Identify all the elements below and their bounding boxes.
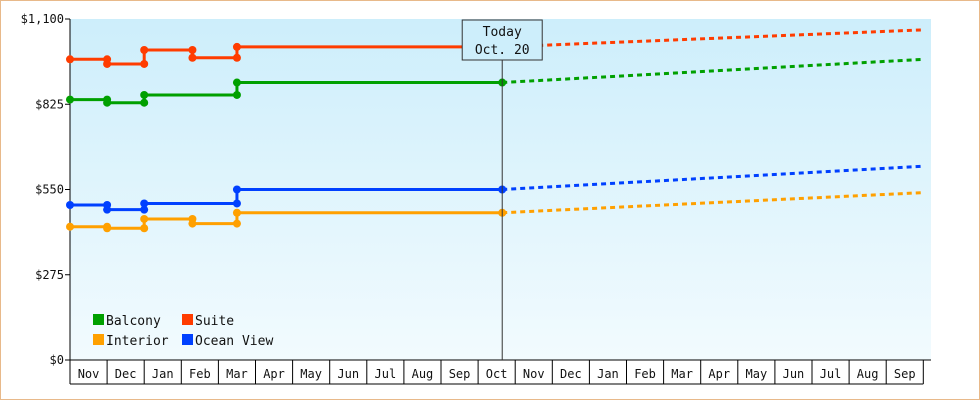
x-tick-label: Apr xyxy=(708,367,730,381)
x-tick-label: Nov xyxy=(78,367,100,381)
data-point-balcony xyxy=(103,98,112,107)
x-tick-label: Feb xyxy=(634,367,656,381)
x-tick-label: Nov xyxy=(523,367,545,381)
y-tick-label: $550 xyxy=(35,183,64,197)
data-point-suite xyxy=(232,42,241,51)
x-tick-label: May xyxy=(300,367,322,381)
x-tick-label: Jun xyxy=(783,367,805,381)
x-tick-label: Jan xyxy=(597,367,619,381)
forecast-line-balcony xyxy=(502,57,924,85)
legend-label: Ocean View xyxy=(195,334,273,349)
x-tick-label: Oct xyxy=(486,367,508,381)
x-tick-label: Dec xyxy=(115,367,137,381)
x-tick-label: Jul xyxy=(375,367,397,381)
x-tick-label: Dec xyxy=(560,367,582,381)
data-point-suite xyxy=(188,53,197,62)
x-tick-label: Feb xyxy=(189,367,211,381)
x-tick-label: Mar xyxy=(671,367,693,381)
data-point-balcony xyxy=(232,78,241,87)
legend-label: Suite xyxy=(195,314,234,329)
data-point-balcony xyxy=(140,90,149,99)
data-point-suite xyxy=(103,59,112,68)
data-point-ocean-view xyxy=(140,199,149,208)
legend-swatch xyxy=(93,314,104,325)
data-point-ocean-view xyxy=(66,201,74,209)
forecast-line-suite xyxy=(502,28,924,49)
legend-swatch xyxy=(182,314,193,325)
today-box xyxy=(461,19,543,61)
data-point-suite xyxy=(140,46,149,54)
legend-swatch xyxy=(93,334,104,345)
data-point-balcony xyxy=(66,95,74,104)
data-point-interior xyxy=(232,219,241,228)
forecast-line-ocean-view xyxy=(502,164,924,191)
data-point-interior xyxy=(66,222,74,231)
data-point-ocean-view xyxy=(232,199,241,208)
y-tick-label: $825 xyxy=(35,97,64,111)
x-tick-label: Aug xyxy=(857,367,879,381)
x-tick-label: Sep xyxy=(449,367,471,381)
data-point-interior xyxy=(188,219,197,228)
y-tick-label: $0 xyxy=(50,353,64,367)
legend-label: Interior xyxy=(106,334,169,349)
y-tick-label: $275 xyxy=(35,268,64,282)
forecast-line-interior xyxy=(502,191,924,215)
data-point-ocean-view xyxy=(140,205,149,214)
data-point-suite xyxy=(66,55,74,64)
x-tick-label: Jun xyxy=(337,367,359,381)
data-point-ocean-view xyxy=(232,185,241,194)
today-date: Oct. 20 xyxy=(475,43,530,58)
legend-swatch xyxy=(182,334,193,345)
x-tick-label: Sep xyxy=(894,367,916,381)
data-point-suite xyxy=(140,59,149,68)
data-point-suite xyxy=(188,46,197,54)
data-point-interior xyxy=(232,208,241,217)
x-tick-label: Jan xyxy=(152,367,174,381)
data-point-ocean-view xyxy=(103,205,112,214)
x-tick-label: Jul xyxy=(820,367,842,381)
legend-label: Balcony xyxy=(106,314,161,329)
data-point-interior xyxy=(140,224,149,233)
data-point-balcony xyxy=(140,98,149,107)
x-tick-label: Apr xyxy=(263,367,285,381)
data-point-interior xyxy=(140,214,149,223)
x-tick-label: Aug xyxy=(412,367,434,381)
x-tick-label: May xyxy=(746,367,768,381)
data-point-balcony xyxy=(232,90,241,99)
x-tick-label: Mar xyxy=(226,367,248,381)
y-tick-label: $1,100 xyxy=(21,12,64,26)
data-point-interior xyxy=(103,224,112,233)
today-title: Today xyxy=(483,25,522,40)
data-point-suite xyxy=(232,53,241,62)
